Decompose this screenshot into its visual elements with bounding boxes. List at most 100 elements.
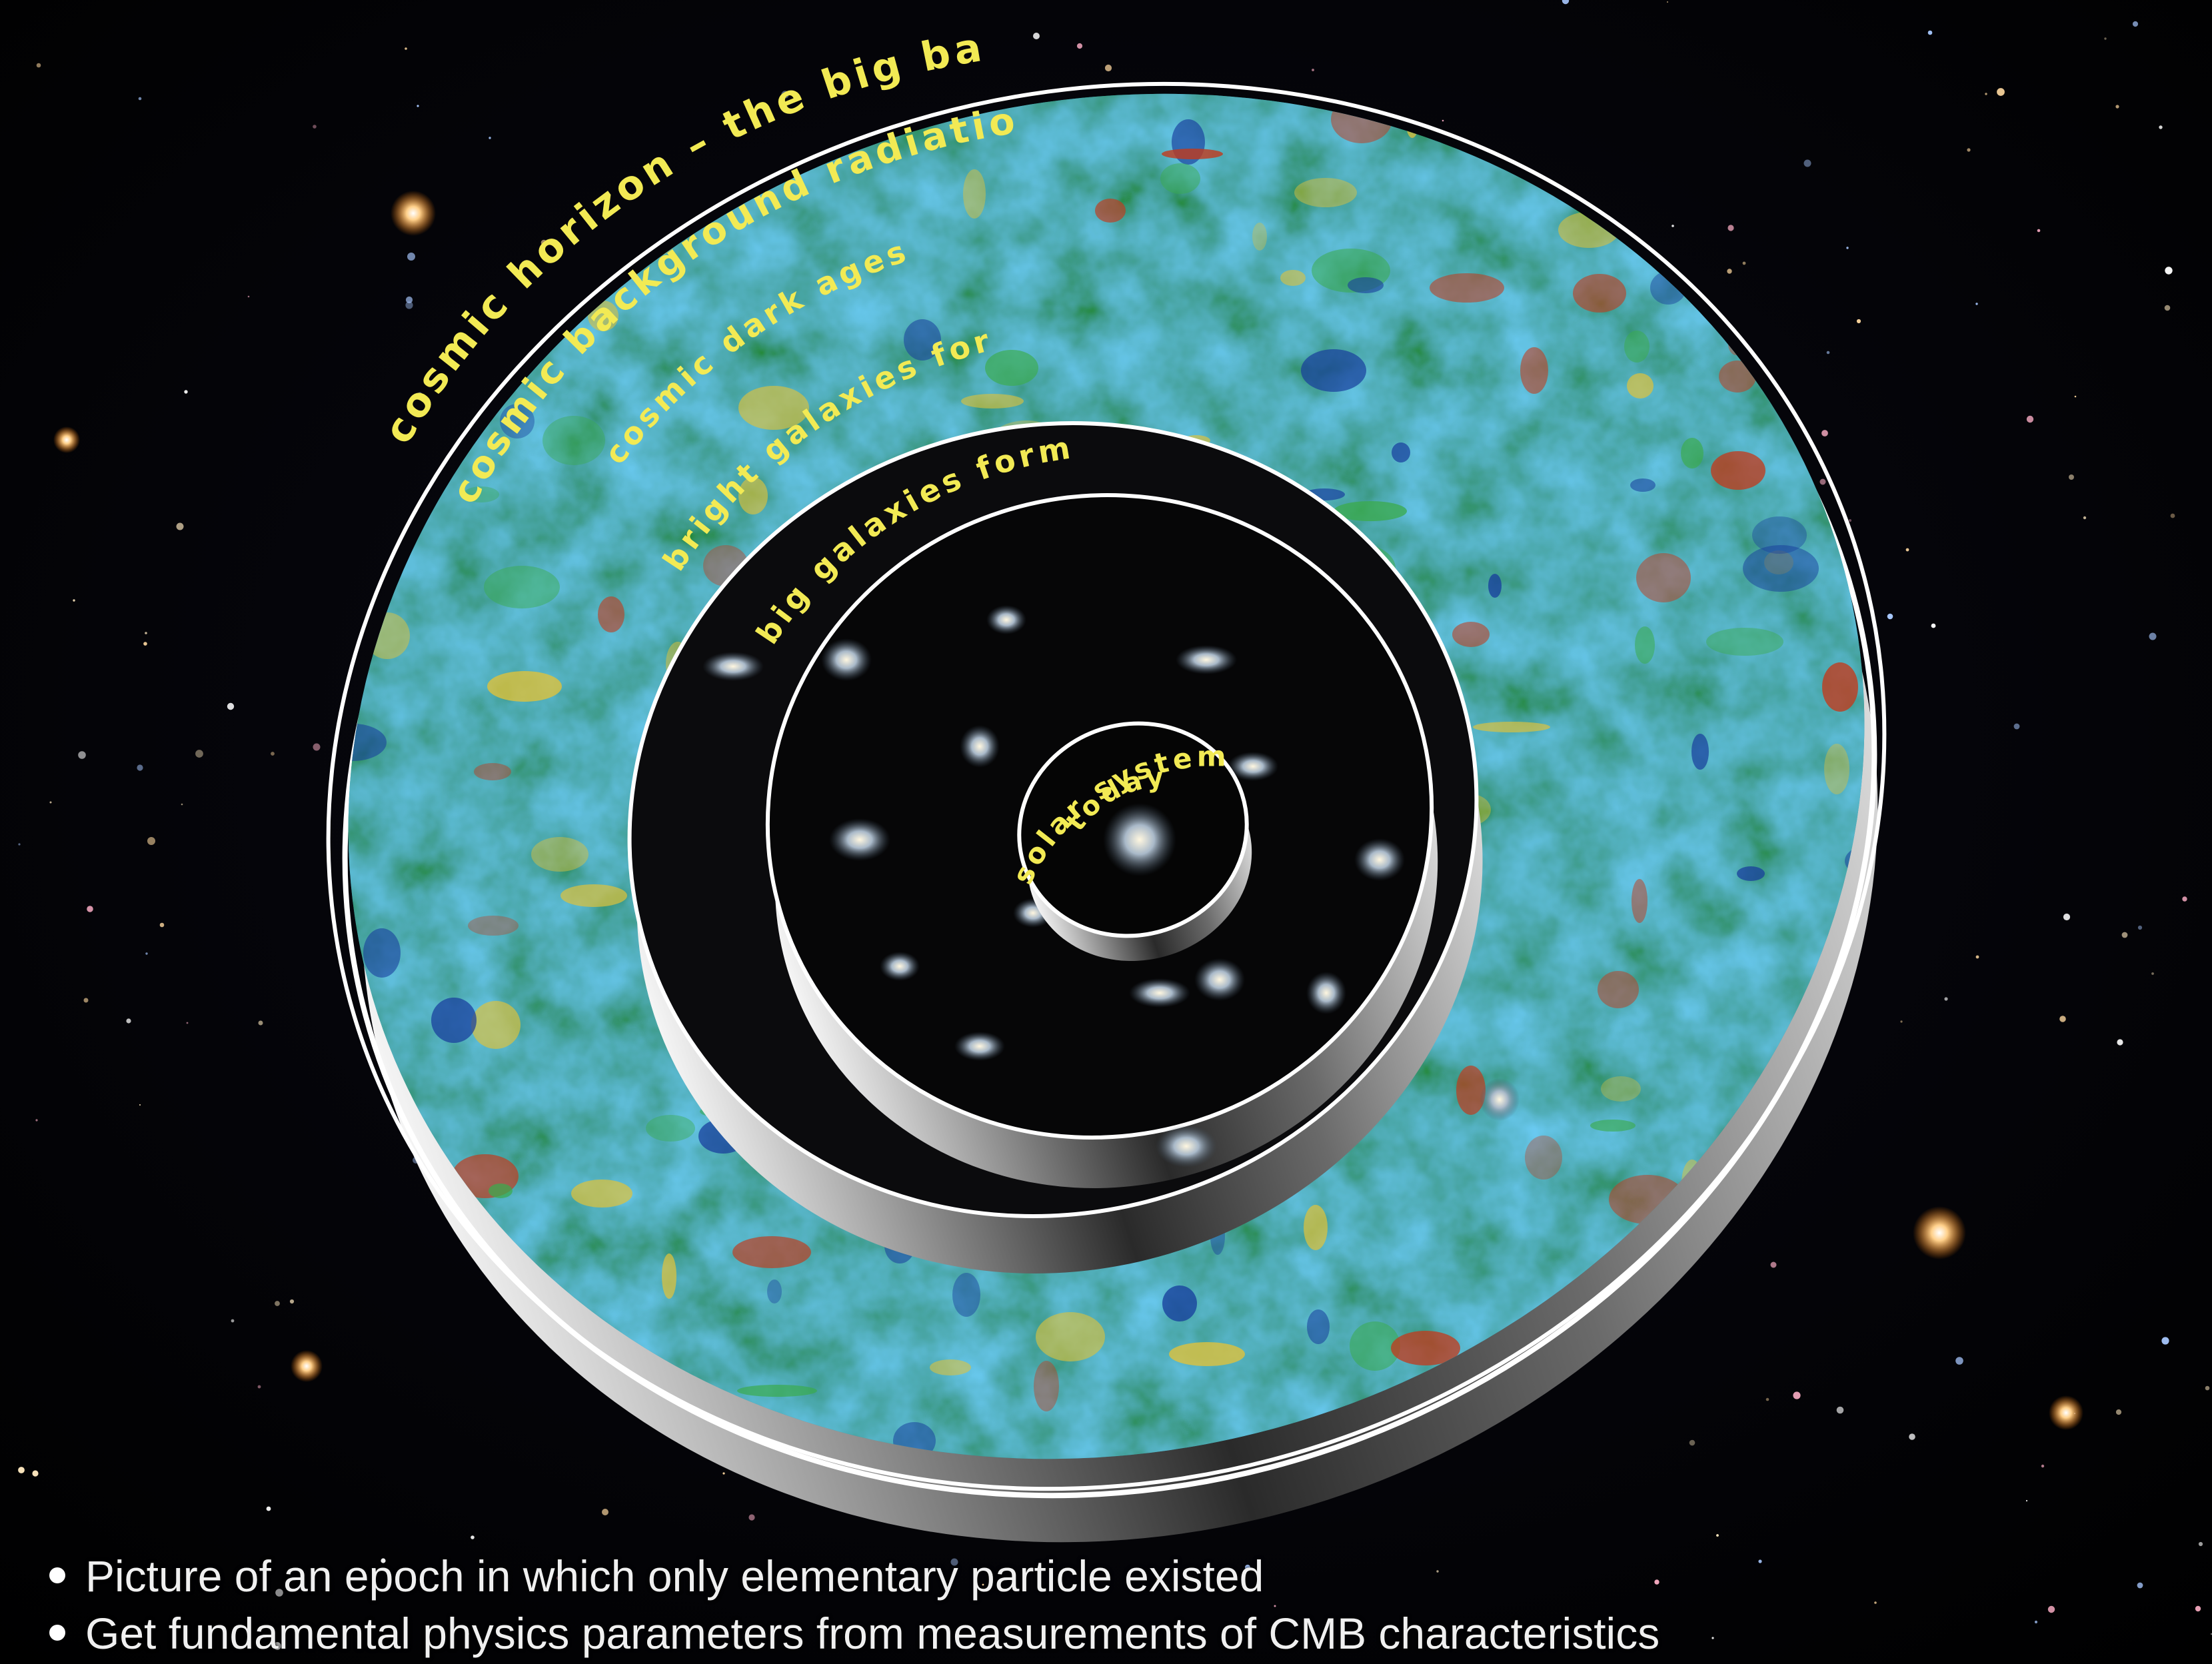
cmb-fluctuation	[1392, 442, 1410, 462]
cmb-fluctuation	[500, 404, 535, 438]
cmb-fluctuation	[1294, 178, 1357, 207]
bullet-item: Picture of an epoch in which only elemen…	[40, 1547, 2039, 1605]
cmb-fluctuation	[1601, 1076, 1641, 1102]
background-star	[1711, 1637, 1714, 1639]
background-star	[176, 522, 184, 530]
cmb-fluctuation	[1095, 199, 1126, 223]
background-star	[950, 1558, 958, 1566]
cmb-fluctuation	[531, 837, 588, 872]
background-star	[1742, 261, 1746, 265]
background-star	[2137, 925, 2143, 930]
cmb-fluctuation	[471, 1001, 521, 1049]
cmb-fluctuation	[1034, 1361, 1059, 1411]
background-star	[2026, 415, 2034, 423]
background-star	[1758, 1559, 1762, 1563]
cmb-fluctuation	[1391, 1331, 1460, 1365]
background-star	[2149, 632, 2157, 640]
cmb-fluctuation	[985, 350, 1038, 386]
bright-star	[1913, 1206, 1966, 1259]
background-star	[1716, 1534, 1719, 1537]
background-star	[2115, 105, 2119, 109]
cmb-fluctuation	[1304, 1205, 1328, 1250]
background-star	[1955, 1357, 1963, 1365]
background-star	[1033, 33, 1040, 39]
cmb-fluctuation	[877, 374, 893, 387]
background-star	[602, 1509, 608, 1515]
bullet-list: Picture of an epoch in which only elemen…	[40, 1547, 2039, 1662]
background-star	[1312, 69, 1314, 71]
galaxy-image	[1156, 1125, 1217, 1168]
background-star	[2104, 37, 2107, 40]
cmb-fluctuation	[1824, 744, 1849, 794]
background-star	[184, 390, 188, 394]
background-star	[247, 295, 250, 298]
background-star	[83, 998, 89, 1003]
background-star	[2041, 1464, 2045, 1468]
background-star	[471, 1535, 475, 1539]
galaxy-image	[1228, 752, 1278, 781]
background-star	[2074, 395, 2077, 398]
cmb-fluctuation	[738, 386, 809, 430]
background-star	[1905, 548, 1909, 552]
cmb-fluctuation	[1632, 879, 1648, 923]
background-star	[2137, 1582, 2143, 1589]
cmb-fluctuation	[1280, 270, 1306, 286]
galaxy-image	[821, 638, 872, 681]
bright-star	[53, 426, 80, 453]
cmb-fluctuation	[1737, 866, 1765, 881]
bright-star	[291, 1350, 323, 1382]
galaxies	[702, 605, 1520, 1168]
background-star	[1836, 1406, 1844, 1414]
background-star	[2013, 723, 2020, 730]
background-star	[1562, 0, 1570, 5]
background-star	[2034, 1620, 2038, 1624]
background-star	[982, 1583, 984, 1586]
cmb-fluctuation	[1430, 273, 1504, 303]
galaxy-image	[1176, 645, 1237, 674]
background-star	[186, 1022, 189, 1024]
cmb-fluctuation	[1598, 971, 1639, 1008]
background-star	[541, 239, 547, 246]
background-star	[2170, 513, 2175, 518]
background-star	[35, 1119, 38, 1122]
background-star	[407, 253, 415, 261]
cmb-fluctuation	[738, 477, 768, 514]
bright-star	[391, 191, 436, 236]
bullet-item: Get fundamental physics parameters from …	[40, 1605, 2039, 1662]
background-star	[2117, 1039, 2123, 1046]
background-star	[2025, 1499, 2028, 1502]
background-star	[1765, 1397, 1769, 1401]
cmb-fluctuation	[1036, 1312, 1105, 1361]
background-star	[1442, 119, 1444, 122]
cmb-fluctuation	[1627, 373, 1654, 399]
background-star	[1874, 1601, 1877, 1604]
background-star	[313, 743, 321, 751]
galaxy-image	[702, 652, 764, 681]
cmb-fluctuation	[571, 1180, 632, 1208]
background-star	[1944, 997, 1948, 1001]
background-star	[2205, 1385, 2210, 1391]
ring-today	[1017, 721, 1252, 962]
background-star	[143, 642, 147, 646]
background-star	[722, 1472, 725, 1475]
cmb-fluctuation	[474, 763, 511, 780]
background-star	[32, 1470, 39, 1477]
cmb-fluctuation	[1719, 361, 1756, 393]
background-star	[1104, 64, 1112, 72]
background-star	[195, 750, 203, 758]
background-star	[1245, 1565, 1250, 1570]
galaxy-image	[960, 725, 1000, 768]
background-star	[405, 47, 407, 50]
cmb-fluctuation	[598, 596, 624, 632]
cmb-fluctuation	[487, 671, 562, 702]
background-star	[2121, 932, 2128, 938]
background-star	[1849, 519, 1851, 522]
background-star	[1927, 30, 1933, 35]
background-star	[1156, 1577, 1162, 1583]
background-star	[18, 843, 21, 846]
cmb-fluctuation	[1520, 347, 1548, 394]
background-star	[73, 599, 75, 602]
background-star	[417, 105, 419, 107]
background-star	[2182, 896, 2187, 902]
background-star	[1689, 1439, 1695, 1446]
